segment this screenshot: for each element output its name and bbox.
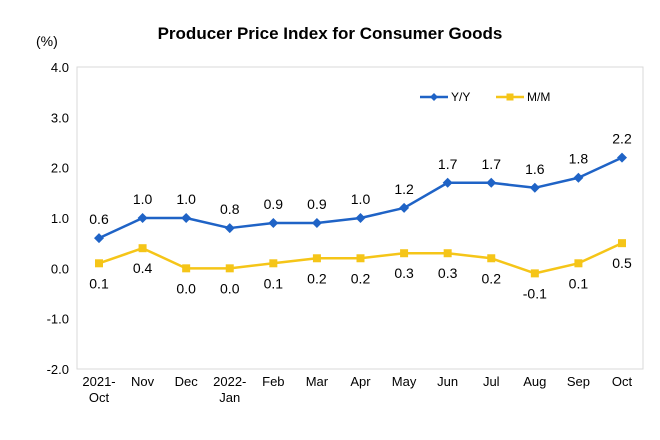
data-label-yy: 0.6: [89, 211, 109, 227]
data-label-yy: 2.2: [612, 131, 632, 147]
data-point-mm: [574, 259, 583, 268]
data-label-mm: 0.0: [220, 280, 240, 296]
data-point-mm: [312, 254, 321, 263]
legend-label: M/M: [527, 90, 550, 104]
x-tick-label: Mar: [306, 374, 329, 389]
x-tick-label: May: [392, 374, 417, 389]
data-label-yy: 0.9: [307, 196, 327, 212]
legend-label: Y/Y: [451, 90, 470, 104]
y-tick-label: 2.0: [51, 161, 69, 176]
y-axis-unit-label: (%): [36, 33, 58, 49]
data-point-mm: [618, 239, 626, 248]
data-label-mm: 0.3: [394, 265, 414, 281]
y-tick-label: 3.0: [51, 110, 69, 125]
x-tick-label: Sep: [567, 374, 590, 389]
y-tick-label: -2.0: [47, 362, 69, 377]
data-label-mm: 0.2: [482, 270, 502, 286]
data-label-mm: 0.2: [351, 270, 371, 286]
data-point-mm: [443, 249, 452, 258]
x-tick-label: Feb: [262, 374, 284, 389]
data-label-yy: 1.7: [482, 156, 502, 172]
legend-marker: [430, 93, 438, 101]
data-point-yy: [617, 152, 627, 163]
data-label-mm: -0.1: [523, 285, 547, 301]
y-tick-label: 0.0: [51, 261, 69, 276]
data-label-mm: 0.2: [307, 270, 327, 286]
data-point-yy: [94, 233, 104, 244]
x-tick-label: Oct: [612, 374, 633, 389]
data-point-mm: [138, 244, 147, 253]
chart-title: Producer Price Index for Consumer Goods: [157, 24, 503, 43]
data-label-mm: 0.3: [438, 265, 458, 281]
data-label-yy: 1.2: [394, 181, 414, 197]
x-tick-label: Apr: [350, 374, 371, 389]
x-tick-label: 2022-Jan: [213, 374, 246, 405]
data-point-yy: [137, 213, 148, 223]
data-label-yy: 1.0: [133, 191, 153, 207]
data-point-yy: [529, 182, 540, 193]
data-label-mm: 0.5: [612, 255, 632, 271]
data-label-mm: 0.4: [133, 260, 153, 276]
data-point-mm: [530, 269, 539, 278]
data-point-yy: [181, 213, 192, 223]
data-label-yy: 1.0: [176, 191, 196, 207]
legend: Y/Y M/M: [420, 90, 550, 104]
data-point-mm: [225, 264, 234, 273]
x-tick-label: Jun: [437, 374, 458, 389]
data-point-yy: [311, 218, 322, 229]
legend-marker: [506, 93, 514, 101]
y-tick-label: -1.0: [47, 312, 69, 327]
data-label-yy: 1.6: [525, 161, 545, 177]
data-point-yy: [224, 223, 235, 234]
data-label-yy: 0.8: [220, 201, 240, 217]
data-label-mm: 0.1: [569, 275, 589, 291]
data-point-mm: [269, 259, 278, 268]
data-label-yy: 1.8: [569, 151, 589, 167]
y-tick-label: 4.0: [51, 60, 69, 75]
data-point-yy: [486, 177, 497, 188]
plot-frame: [76, 66, 644, 370]
data-label-mm: 0.1: [89, 275, 109, 291]
x-tick-label: Aug: [523, 374, 546, 389]
data-point-yy: [442, 177, 453, 188]
data-point-mm: [400, 249, 409, 258]
data-label-mm: 0.1: [264, 275, 284, 291]
x-tick-label: Nov: [131, 374, 155, 389]
data-point-yy: [268, 218, 279, 229]
data-label-yy: 1.0: [351, 191, 371, 207]
data-point-mm: [182, 264, 191, 273]
data-label-yy: 0.9: [264, 196, 284, 212]
y-tick-label: 1.0: [51, 211, 69, 226]
data-point-mm: [356, 254, 365, 263]
data-point-yy: [399, 202, 410, 213]
data-point-mm: [95, 259, 103, 268]
data-label-yy: 1.7: [438, 156, 458, 172]
data-point-yy: [573, 172, 584, 183]
x-tick-label: 2021-Oct: [82, 374, 115, 405]
data-label-mm: 0.0: [176, 280, 196, 296]
x-tick-label: Jul: [483, 374, 500, 389]
data-point-yy: [355, 213, 366, 223]
x-tick-label: Dec: [175, 374, 199, 389]
data-point-mm: [487, 254, 496, 263]
